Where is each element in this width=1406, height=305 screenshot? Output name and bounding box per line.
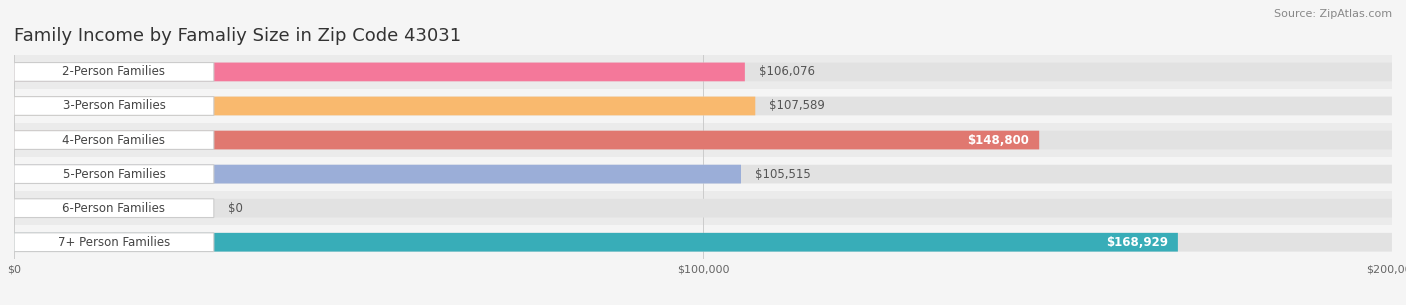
Text: $168,929: $168,929 — [1107, 236, 1168, 249]
FancyBboxPatch shape — [14, 97, 755, 115]
FancyBboxPatch shape — [14, 63, 745, 81]
Bar — [14, 191, 1392, 225]
FancyBboxPatch shape — [14, 165, 1392, 184]
Text: 7+ Person Families: 7+ Person Families — [58, 236, 170, 249]
FancyBboxPatch shape — [14, 63, 214, 81]
Text: $148,800: $148,800 — [967, 134, 1029, 146]
Bar — [14, 123, 1392, 157]
FancyBboxPatch shape — [14, 199, 1392, 217]
FancyBboxPatch shape — [14, 131, 1392, 149]
FancyBboxPatch shape — [14, 233, 1392, 252]
FancyBboxPatch shape — [14, 165, 214, 184]
Text: 2-Person Families: 2-Person Families — [62, 66, 166, 78]
Bar — [14, 157, 1392, 191]
FancyBboxPatch shape — [14, 97, 214, 115]
Text: 4-Person Families: 4-Person Families — [62, 134, 166, 146]
FancyBboxPatch shape — [14, 165, 741, 184]
Text: 6-Person Families: 6-Person Families — [62, 202, 166, 215]
FancyBboxPatch shape — [14, 97, 1392, 115]
FancyBboxPatch shape — [14, 233, 214, 252]
Text: $105,515: $105,515 — [755, 168, 810, 181]
FancyBboxPatch shape — [14, 131, 214, 149]
Text: Family Income by Famaliy Size in Zip Code 43031: Family Income by Famaliy Size in Zip Cod… — [14, 27, 461, 45]
Text: $107,589: $107,589 — [769, 99, 825, 113]
FancyBboxPatch shape — [14, 63, 1392, 81]
Text: 5-Person Families: 5-Person Families — [62, 168, 166, 181]
FancyBboxPatch shape — [14, 233, 1178, 252]
Bar — [14, 55, 1392, 89]
Text: $0: $0 — [228, 202, 242, 215]
Text: $106,076: $106,076 — [759, 66, 814, 78]
FancyBboxPatch shape — [14, 199, 214, 217]
Text: Source: ZipAtlas.com: Source: ZipAtlas.com — [1274, 9, 1392, 19]
FancyBboxPatch shape — [14, 131, 1039, 149]
Bar — [14, 225, 1392, 259]
Text: 3-Person Families: 3-Person Families — [62, 99, 166, 113]
Bar — [14, 89, 1392, 123]
